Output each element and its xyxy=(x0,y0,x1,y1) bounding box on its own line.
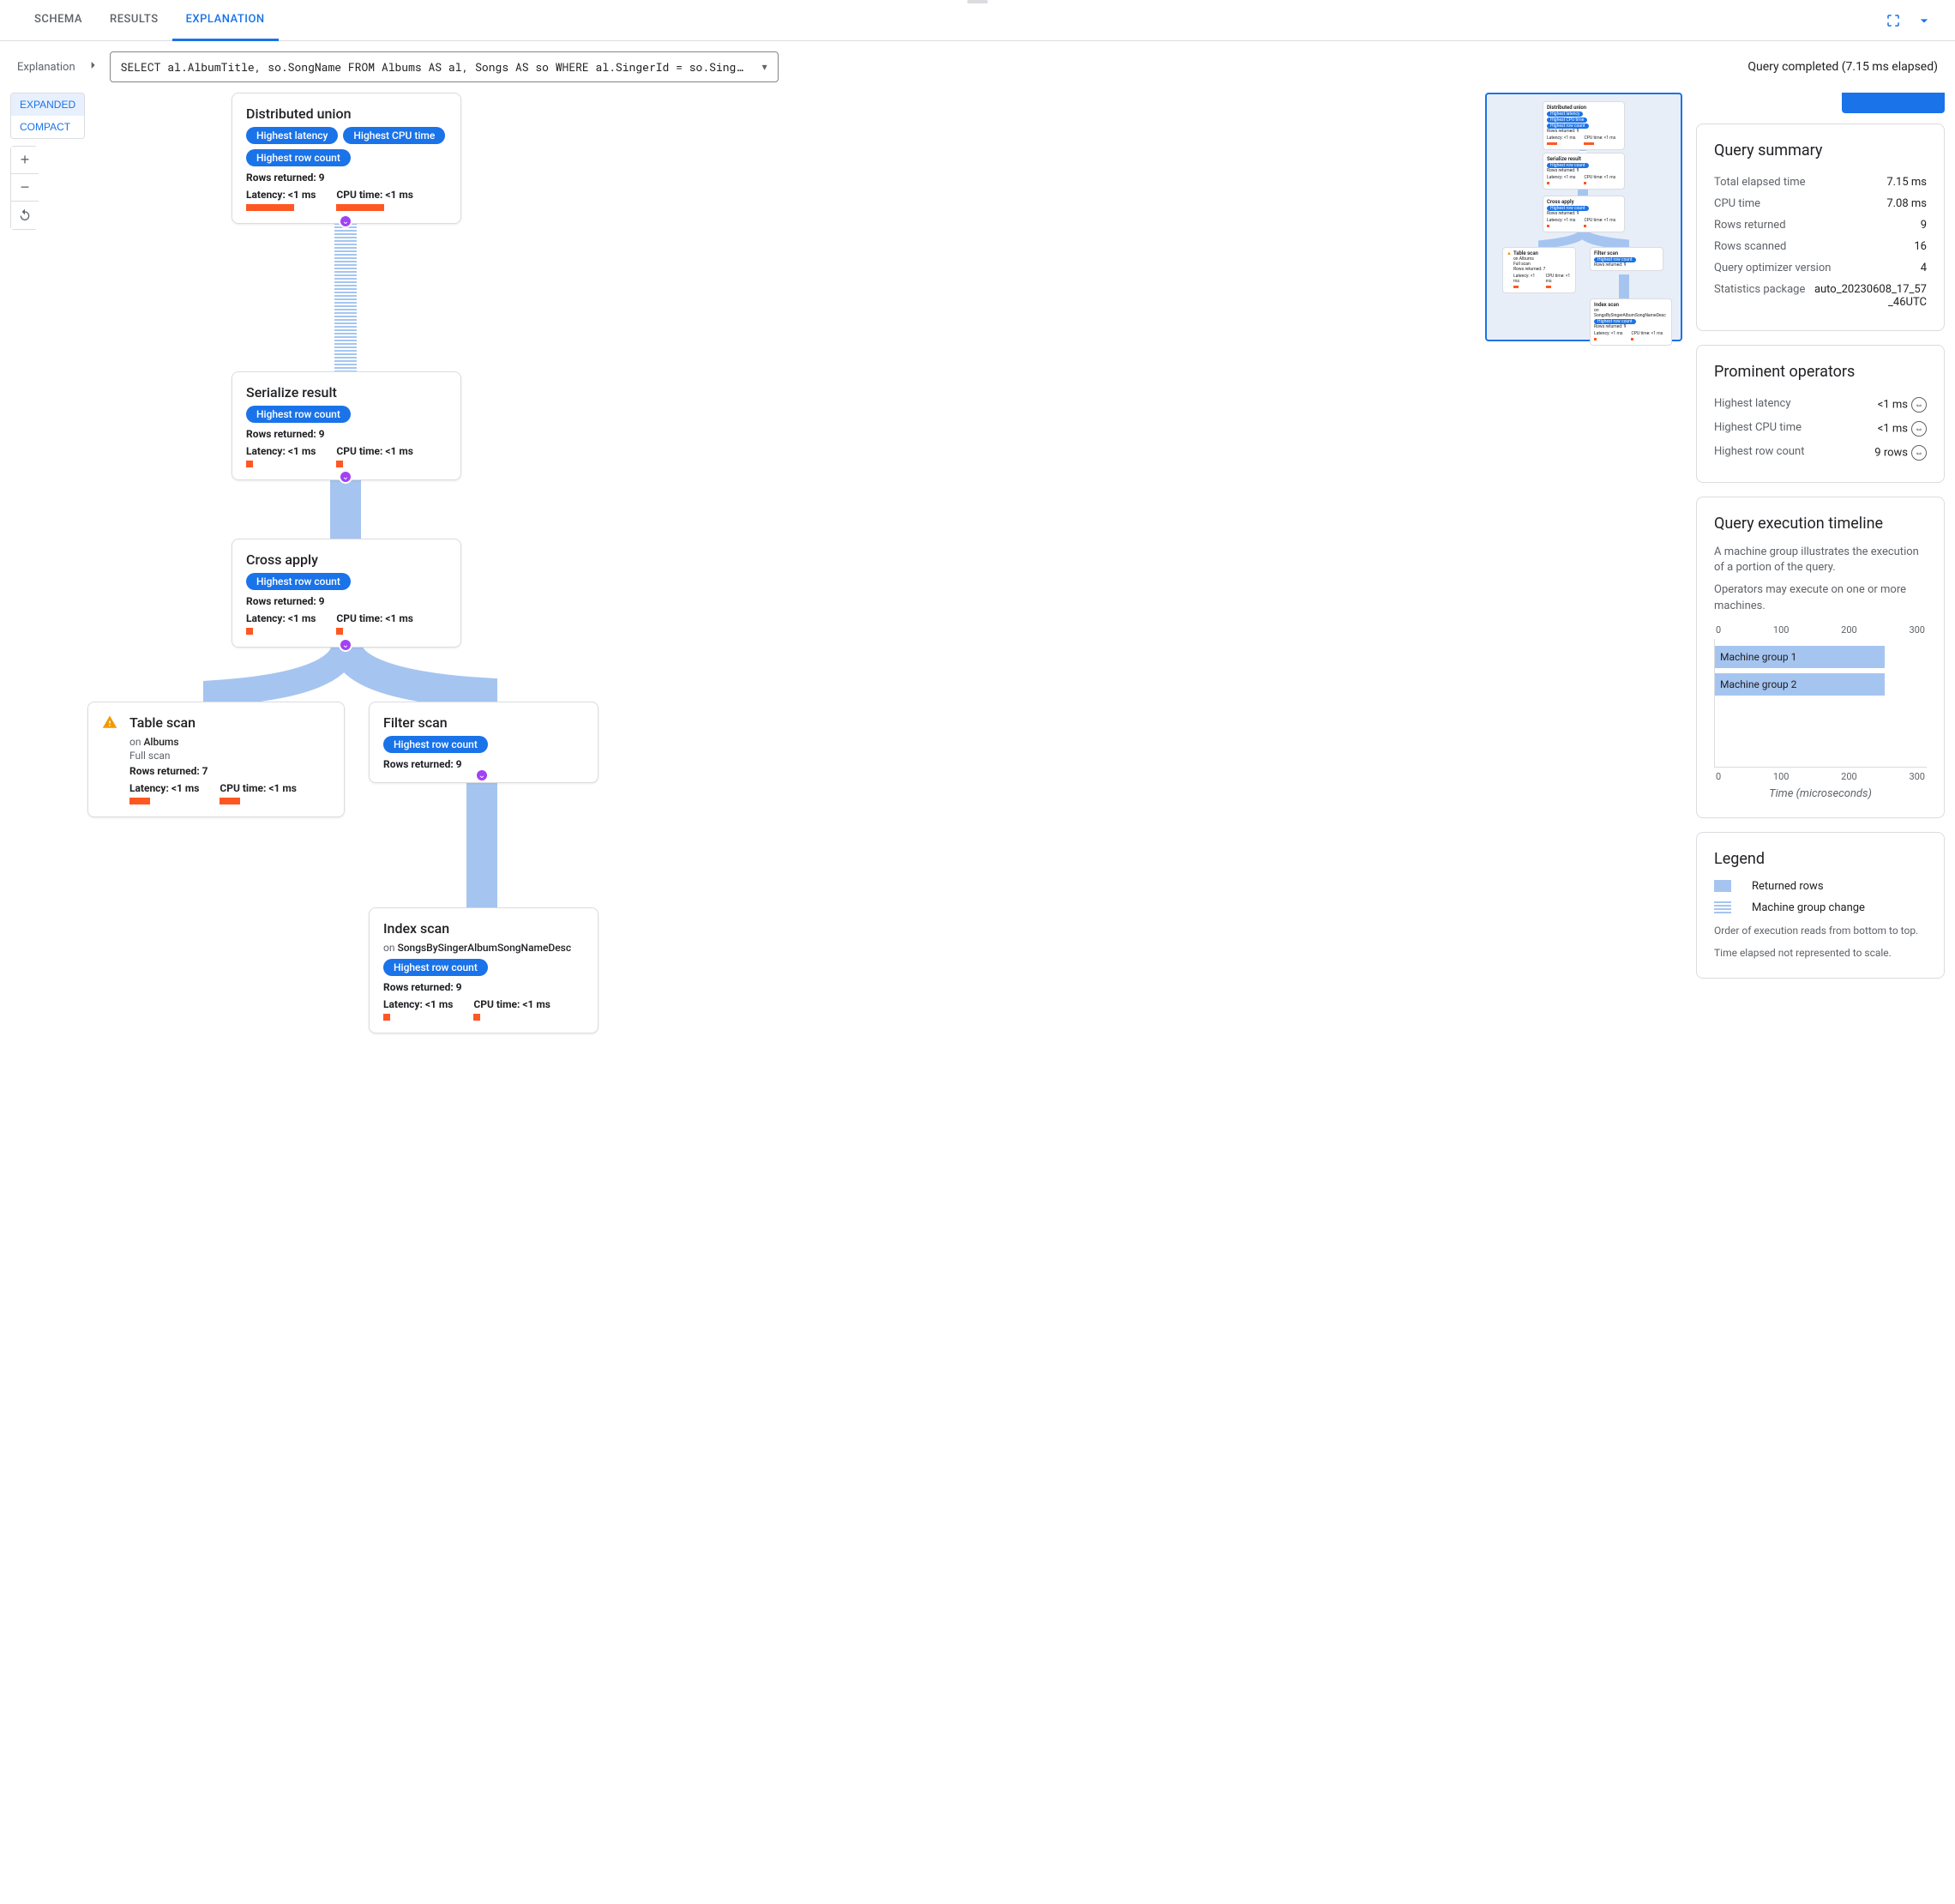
cpu-bar xyxy=(473,1014,480,1021)
side-panel: Query summary Total elapsed time7.15 ms … xyxy=(1696,93,1945,979)
query-summary-card: Query summary Total elapsed time7.15 ms … xyxy=(1696,124,1945,331)
tab-schema[interactable]: SCHEMA xyxy=(21,0,96,41)
node-cross-apply[interactable]: Cross apply Highest row count Rows retur… xyxy=(232,539,461,648)
node-subtitle: Full scan xyxy=(129,750,330,762)
expand-more-icon[interactable] xyxy=(1914,10,1934,31)
chevron-right-icon xyxy=(86,58,99,75)
expand-node-icon[interactable]: ⌄ xyxy=(339,470,352,484)
query-status: Query completed (7.15 ms elapsed) xyxy=(1747,60,1938,74)
card-title: Query summary xyxy=(1714,142,1927,160)
link-icon[interactable]: ⇔ xyxy=(1911,445,1927,461)
legend-swatch-icon xyxy=(1714,880,1731,892)
node-subtitle: on Albums xyxy=(129,736,330,748)
badge: Highest row count xyxy=(246,149,351,166)
node-title: Serialize result xyxy=(246,384,447,401)
latency-label: Latency: <1 ms xyxy=(383,998,453,1010)
card-title: Legend xyxy=(1714,850,1927,868)
latency-label: Latency: <1 ms xyxy=(129,782,199,794)
node-title: Filter scan xyxy=(383,714,584,731)
query-bar: Explanation SELECT al.AlbumTitle, so.Son… xyxy=(0,41,1955,93)
cpu-label: CPU time: <1 ms xyxy=(336,189,413,201)
tab-results[interactable]: RESULTS xyxy=(96,0,172,41)
tab-explanation[interactable]: EXPLANATION xyxy=(172,0,279,41)
zoom-controls: + − xyxy=(10,146,38,230)
footnote: Order of execution reads from bottom to … xyxy=(1714,923,1927,938)
legend-label: Machine group change xyxy=(1752,901,1865,914)
node-title: Table scan xyxy=(129,714,330,731)
link-icon[interactable]: ⇔ xyxy=(1911,397,1927,413)
badge: Highest row count xyxy=(383,959,488,976)
tabs-bar: SCHEMA RESULTS EXPLANATION xyxy=(0,0,1955,41)
minimap[interactable]: Distributed unionHighest latencyHighest … xyxy=(1485,93,1682,341)
zoom-out-button[interactable]: − xyxy=(11,174,39,202)
expand-node-icon[interactable]: ⌄ xyxy=(339,214,352,228)
node-title: Distributed union xyxy=(246,105,447,122)
compact-toggle[interactable]: COMPACT xyxy=(11,116,84,138)
link-icon[interactable]: ⇔ xyxy=(1911,421,1927,437)
latency-label: Latency: <1 ms xyxy=(246,189,316,201)
legend-card: Legend Returned rows Machine group chang… xyxy=(1696,832,1945,979)
cpu-bar xyxy=(336,628,343,635)
node-serialize[interactable]: Serialize result Highest row count Rows … xyxy=(232,371,461,480)
node-title: Index scan xyxy=(383,920,584,937)
latency-bar xyxy=(383,1014,390,1021)
timeline-desc: Operators may execute on one or more mac… xyxy=(1714,582,1927,613)
fullscreen-icon[interactable] xyxy=(1883,10,1904,31)
badge: Highest row count xyxy=(246,573,351,590)
warning-icon xyxy=(102,714,117,733)
cpu-label: CPU time: <1 ms xyxy=(220,782,297,794)
timeline-bar[interactable]: Machine group 1 xyxy=(1715,646,1885,668)
drag-handle[interactable] xyxy=(967,0,988,3)
node-table-scan[interactable]: Table scan on Albums Full scan Rows retu… xyxy=(87,702,345,817)
zoom-in-button[interactable]: + xyxy=(11,147,39,174)
x-axis-label: Time (microseconds) xyxy=(1714,787,1927,800)
plan-canvas[interactable]: EXPANDED COMPACT + − xyxy=(10,93,1682,950)
cpu-bar xyxy=(336,204,384,211)
legend-label: Returned rows xyxy=(1752,880,1824,893)
rows-returned: Rows returned: 9 xyxy=(246,595,447,607)
timeline-card: Query execution timeline A machine group… xyxy=(1696,497,1945,818)
rows-returned: Rows returned: 9 xyxy=(246,172,447,184)
prominent-operators-card: Prominent operators Highest latency<1 ms… xyxy=(1696,345,1945,483)
zoom-reset-button[interactable] xyxy=(11,202,39,229)
node-index-scan[interactable]: Index scan on SongsBySingerAlbumSongName… xyxy=(369,907,599,1033)
timeline-desc: A machine group illustrates the executio… xyxy=(1714,545,1927,575)
primary-action-button[interactable] xyxy=(1842,93,1945,113)
expand-node-icon[interactable]: ⌄ xyxy=(475,768,489,782)
query-select[interactable]: SELECT al.AlbumTitle, so.SongName FROM A… xyxy=(110,51,779,82)
cpu-bar xyxy=(336,461,343,467)
badge: Highest row count xyxy=(383,736,488,753)
node-subtitle: on SongsBySingerAlbumSongNameDesc xyxy=(383,942,584,954)
timeline-bar[interactable]: Machine group 2 xyxy=(1715,673,1885,696)
latency-bar xyxy=(246,204,294,211)
badge: Highest row count xyxy=(246,406,351,423)
card-title: Prominent operators xyxy=(1714,363,1927,381)
timeline-chart: 0100200300 Machine group 1 Machine group… xyxy=(1714,624,1927,800)
badge: Highest CPU time xyxy=(343,127,445,144)
legend-swatch-icon xyxy=(1714,901,1731,913)
latency-label: Latency: <1 ms xyxy=(246,612,316,624)
rows-returned: Rows returned: 9 xyxy=(246,428,447,440)
rows-returned: Rows returned: 9 xyxy=(383,981,584,993)
footnote: Time elapsed not represented to scale. xyxy=(1714,945,1927,961)
cpu-bar xyxy=(220,798,240,804)
node-distributed-union[interactable]: Distributed union Highest latency Highes… xyxy=(232,93,461,224)
card-title: Query execution timeline xyxy=(1714,515,1927,533)
latency-bar xyxy=(246,461,253,467)
cpu-label: CPU time: <1 ms xyxy=(336,612,413,624)
node-title: Cross apply xyxy=(246,551,447,568)
rows-returned: Rows returned: 7 xyxy=(129,765,330,777)
expanded-toggle[interactable]: EXPANDED xyxy=(11,93,84,116)
expand-node-icon[interactable]: ⌄ xyxy=(339,638,352,652)
cpu-label: CPU time: <1 ms xyxy=(473,998,550,1010)
latency-bar xyxy=(129,798,150,804)
breadcrumb-label: Explanation xyxy=(17,61,75,74)
view-mode-toggle: EXPANDED COMPACT xyxy=(10,93,85,139)
badge: Highest latency xyxy=(246,127,338,144)
latency-label: Latency: <1 ms xyxy=(246,445,316,457)
cpu-label: CPU time: <1 ms xyxy=(336,445,413,457)
latency-bar xyxy=(246,628,253,635)
